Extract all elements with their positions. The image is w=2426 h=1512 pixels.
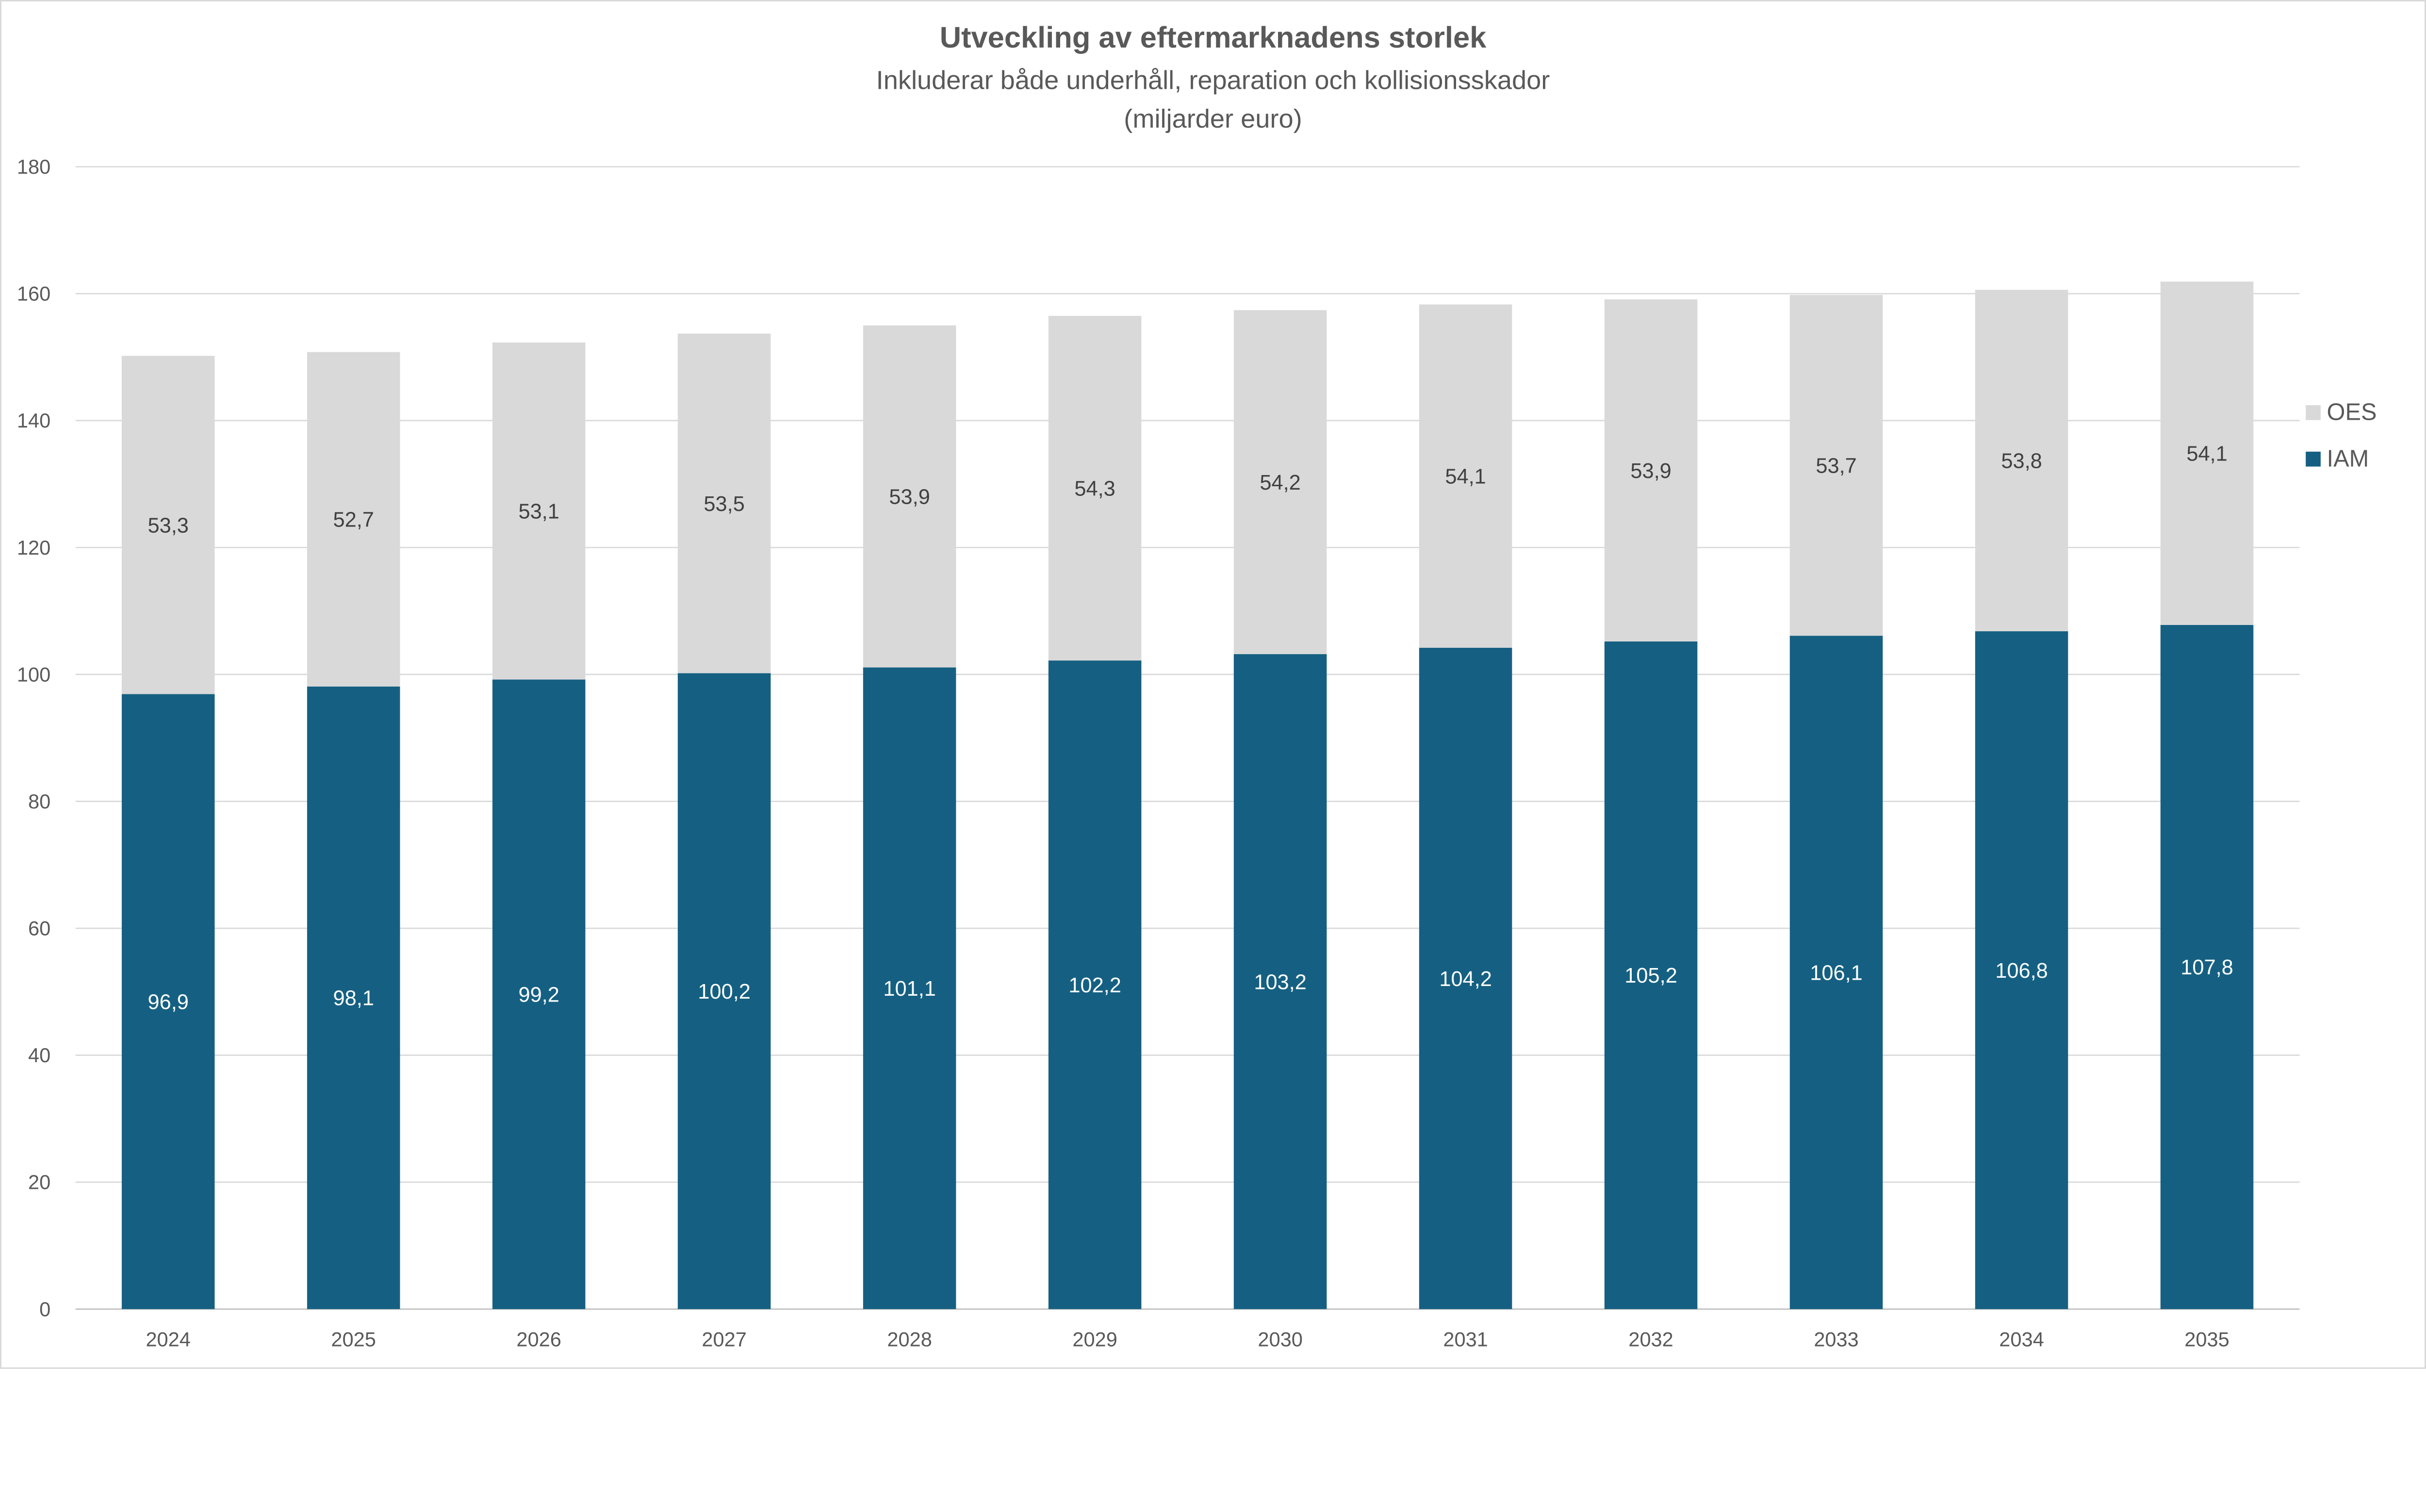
legend-swatch-oes bbox=[2306, 405, 2321, 420]
data-label-oes: 54,2 bbox=[1260, 471, 1300, 494]
data-label-iam: 100,2 bbox=[698, 980, 751, 1003]
x-tick-label: 2030 bbox=[1258, 1328, 1302, 1351]
bar-iam bbox=[307, 686, 400, 1309]
bar-oes bbox=[1789, 295, 1883, 636]
legend-label-oes: OES bbox=[2327, 399, 2377, 426]
bar-oes bbox=[1048, 315, 1142, 661]
bar-iam bbox=[492, 679, 586, 1309]
x-tick-label: 2029 bbox=[1072, 1328, 1117, 1351]
data-label-oes: 53,9 bbox=[1630, 460, 1671, 483]
chart-subtitle-unit: (miljarder euro) bbox=[1124, 104, 1302, 133]
bar-iam bbox=[1048, 660, 1142, 1309]
data-label-oes: 54,1 bbox=[2186, 442, 2227, 465]
y-tick-label: 100 bbox=[17, 663, 50, 686]
bar-iam bbox=[1419, 647, 1512, 1309]
x-tick-label: 2033 bbox=[1814, 1328, 1858, 1351]
data-label-oes: 52,7 bbox=[333, 508, 374, 531]
bar-oes bbox=[307, 352, 400, 687]
x-tick-label: 2034 bbox=[1999, 1328, 2044, 1351]
y-tick-label: 0 bbox=[39, 1298, 50, 1320]
data-label-iam: 107,8 bbox=[2180, 956, 2233, 979]
legend: OES IAM bbox=[2306, 399, 2377, 472]
data-label-iam: 104,2 bbox=[1439, 968, 1492, 991]
y-tick-label: 40 bbox=[28, 1044, 50, 1067]
data-label-oes: 53,5 bbox=[704, 493, 744, 516]
y-axis: 0 20 40 60 80 100 120 140 160 180 bbox=[17, 155, 50, 1320]
bar-oes bbox=[863, 325, 956, 668]
bar-oes bbox=[1975, 290, 2068, 631]
data-label-iam: 103,2 bbox=[1254, 970, 1307, 994]
y-tick-label: 60 bbox=[28, 917, 50, 940]
x-tick-label: 2026 bbox=[516, 1328, 561, 1351]
data-label-iam: 102,2 bbox=[1068, 974, 1121, 997]
legend-swatch-iam bbox=[2306, 451, 2321, 467]
bar-iam bbox=[863, 667, 956, 1309]
x-tick-label: 2031 bbox=[1443, 1328, 1488, 1351]
data-label-oes: 53,3 bbox=[148, 514, 188, 537]
data-label-iam: 106,8 bbox=[1995, 959, 2048, 983]
bar-iam bbox=[677, 673, 771, 1309]
data-label-oes: 53,8 bbox=[2001, 450, 2042, 473]
data-label-iam: 99,2 bbox=[518, 983, 559, 1006]
y-tick-label: 80 bbox=[28, 790, 50, 813]
gridlines bbox=[75, 166, 2300, 1310]
data-label-iam: 96,9 bbox=[148, 991, 188, 1014]
data-label-oes: 53,1 bbox=[518, 500, 559, 523]
bar-oes bbox=[492, 342, 586, 680]
bar-iam bbox=[1975, 631, 2068, 1309]
chart-title: Utveckling av eftermarknadens storlek bbox=[940, 21, 1487, 54]
y-tick-label: 160 bbox=[17, 282, 50, 305]
data-label-oes: 54,1 bbox=[1445, 465, 1486, 489]
chart-subtitle: Inkluderar både underhåll, reparation oc… bbox=[876, 66, 1550, 95]
bar-iam bbox=[2160, 625, 2254, 1309]
bar-iam bbox=[1604, 641, 1698, 1309]
bar-oes bbox=[1419, 304, 1512, 648]
data-label-oes: 54,3 bbox=[1074, 477, 1115, 500]
data-label-iam: 106,1 bbox=[1810, 961, 1863, 985]
y-tick-label: 120 bbox=[17, 536, 50, 559]
x-axis: 2024 2025 2026 2027 2028 2029 2030 2031 2032 2033… bbox=[146, 1328, 2229, 1351]
y-tick-label: 180 bbox=[17, 155, 50, 178]
x-tick-label: 2024 bbox=[146, 1328, 190, 1351]
x-tick-label: 2025 bbox=[331, 1328, 376, 1351]
bar-oes bbox=[1233, 310, 1327, 655]
x-tick-label: 2027 bbox=[702, 1328, 746, 1351]
x-tick-label: 2032 bbox=[1628, 1328, 1673, 1351]
data-label-iam: 105,2 bbox=[1624, 964, 1677, 987]
bar-oes bbox=[121, 356, 215, 694]
bars: 96,9 53,3 98,1 52,7 99,2 53,1 100,2 53,5 101,1 53… bbox=[121, 281, 2254, 1309]
x-tick-label: 2035 bbox=[2184, 1328, 2229, 1351]
bar-oes bbox=[1604, 299, 1698, 641]
bar-oes bbox=[677, 333, 771, 674]
data-label-oes: 53,9 bbox=[889, 485, 930, 509]
y-tick-label: 20 bbox=[28, 1171, 50, 1194]
data-label-oes: 53,7 bbox=[1816, 454, 1856, 477]
x-tick-label: 2028 bbox=[887, 1328, 932, 1351]
bar-iam bbox=[121, 694, 215, 1309]
bar-iam bbox=[1789, 636, 1883, 1309]
bar-iam bbox=[1233, 654, 1327, 1309]
bar-oes bbox=[2160, 281, 2254, 625]
data-label-iam: 101,1 bbox=[883, 977, 936, 1001]
y-tick-label: 140 bbox=[17, 409, 50, 432]
data-label-iam: 98,1 bbox=[333, 987, 374, 1010]
stacked-bar-chart: Utveckling av eftermarknadens storlek In… bbox=[0, 0, 2426, 1369]
legend-label-iam: IAM bbox=[2327, 446, 2369, 472]
